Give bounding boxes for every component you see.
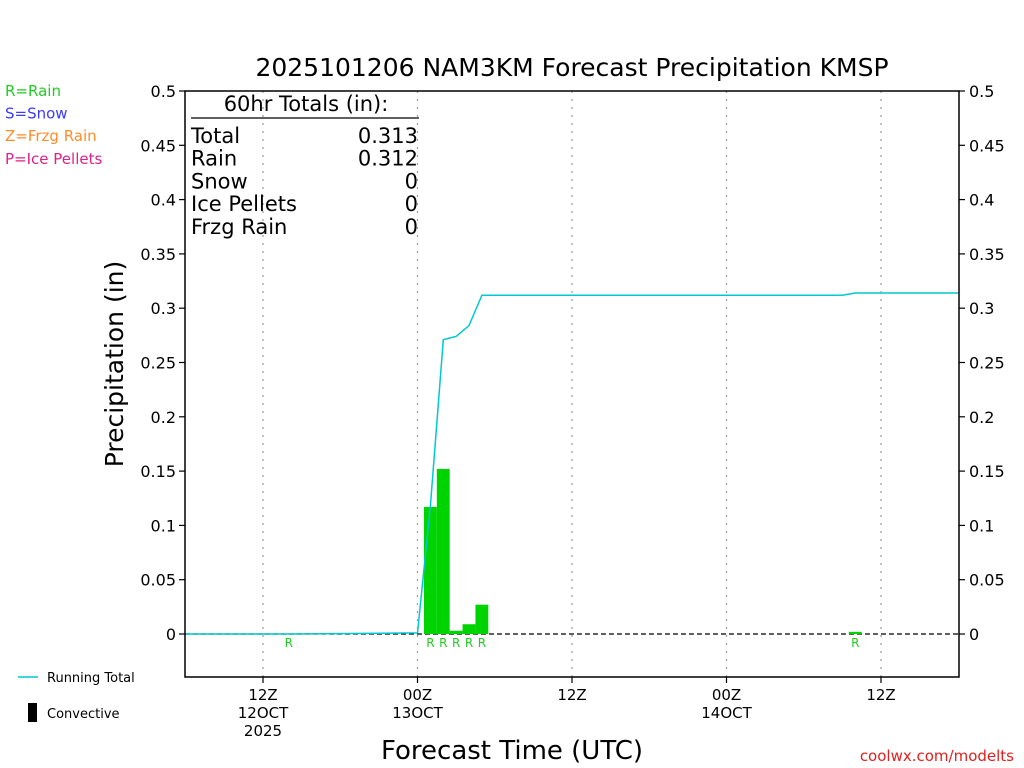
convective-swatch	[28, 703, 37, 722]
y-axis-label: Precipitation (in)	[100, 261, 129, 468]
x-tick-label: 12Z	[866, 686, 895, 704]
ptype-legend-item: R=Rain	[5, 82, 61, 100]
ptype-legend: R=Rain S=Snow Z=Frzg Rain P=Ice Pellets	[5, 82, 102, 168]
x-tick-label: 00Z	[403, 686, 432, 704]
totals-box: 60hr Totals (in): Total 0.313 Rain 0.312 Snow…	[190, 92, 419, 239]
ptype-mark: R	[285, 636, 293, 650]
totals-row-value: 0	[405, 192, 418, 216]
ptype-legend-item: Z=Frzg Rain	[5, 127, 97, 145]
y-tick-label-right: 0.15	[969, 462, 1005, 481]
series-legend: Running Total Convective	[18, 671, 135, 722]
y-tick-label-right: 0.35	[969, 245, 1005, 264]
totals-row-label: Frzg Rain	[191, 215, 287, 239]
y-tick-label-right: 0.4	[969, 191, 994, 210]
totals-row-value: 0.313	[358, 124, 418, 148]
x-axis-label: Forecast Time (UTC)	[381, 736, 643, 766]
convective-legend-label: Convective	[47, 707, 120, 722]
precip-bar	[449, 630, 463, 634]
x-tick-label: 13OCT	[392, 704, 443, 722]
ptype-mark: R	[439, 636, 447, 650]
ptype-legend-item: S=Snow	[5, 105, 68, 123]
totals-row-value: 0.312	[358, 147, 418, 171]
y-tick-label-right: 0	[969, 625, 979, 644]
y-tick-label-right: 0.1	[969, 516, 994, 535]
y-tick-label-right: 0.2	[969, 408, 994, 427]
y-tick-label-left: 0.45	[140, 136, 176, 155]
x-tick-label: 12Z	[248, 686, 277, 704]
y-tick-label-left: 0.15	[140, 462, 176, 481]
ptype-mark: R	[851, 636, 859, 650]
ptype-mark: R	[426, 636, 434, 650]
totals-row-label: Snow	[191, 169, 248, 193]
y-tick-label-left: 0.3	[151, 299, 176, 318]
ptype-mark: R	[465, 636, 473, 650]
totals-row-value: 0	[405, 169, 418, 193]
y-axis-ticks: 0 00.05 0.050.1 0.10.15 0.150.2 0.20.25 0.250.…	[140, 82, 1004, 644]
precip-bar	[475, 604, 489, 634]
y-tick-label-left: 0.2	[151, 408, 176, 427]
credit-text: coolwx.com/modelts	[860, 747, 1014, 765]
totals-row-label: Ice Pellets	[191, 192, 297, 216]
totals-header: 60hr Totals (in):	[224, 92, 389, 116]
y-tick-label-left: 0	[166, 625, 176, 644]
y-tick-label-left: 0.05	[140, 571, 176, 590]
plot-frame	[184, 90, 960, 678]
totals-row-label: Total	[190, 124, 240, 148]
y-tick-label-right: 0.3	[969, 299, 994, 318]
y-tick-label-left: 0.5	[151, 82, 176, 101]
precip-bar	[436, 468, 450, 634]
precip-bar	[462, 624, 476, 634]
y-tick-label-right: 0.05	[969, 571, 1005, 590]
y-tick-label-left: 0.25	[140, 354, 176, 373]
bars	[423, 468, 862, 634]
y-tick-label-right: 0.5	[969, 82, 994, 101]
y-tick-label-right: 0.25	[969, 354, 1005, 373]
y-tick-label-left: 0.4	[151, 191, 176, 210]
totals-row-label: Rain	[191, 147, 237, 171]
ptype-mark: R	[478, 636, 486, 650]
x-tick-label: 12Z	[557, 686, 586, 704]
x-tick-label: 14OCT	[701, 704, 752, 722]
y-tick-label-left: 0.35	[140, 245, 176, 264]
ptype-mark: R	[452, 636, 460, 650]
x-tick-label: 2025	[244, 722, 282, 740]
y-tick-label-left: 0.1	[151, 516, 176, 535]
precip-bar	[423, 506, 437, 634]
ptype-legend-item: P=Ice Pellets	[5, 150, 102, 168]
running-total-line	[185, 292, 959, 635]
x-tick-label: 12OCT	[238, 704, 289, 722]
grid	[262, 91, 882, 677]
totals-row-value: 0	[405, 215, 418, 239]
y-tick-label-right: 0.45	[969, 136, 1005, 155]
x-tick-label: 00Z	[712, 686, 741, 704]
chart-title: 2025101206 NAM3KM Forecast Precipitation…	[255, 53, 888, 82]
precip-bar	[848, 631, 862, 634]
running-total-polyline	[185, 292, 959, 635]
running-total-legend-label: Running Total	[47, 671, 135, 686]
